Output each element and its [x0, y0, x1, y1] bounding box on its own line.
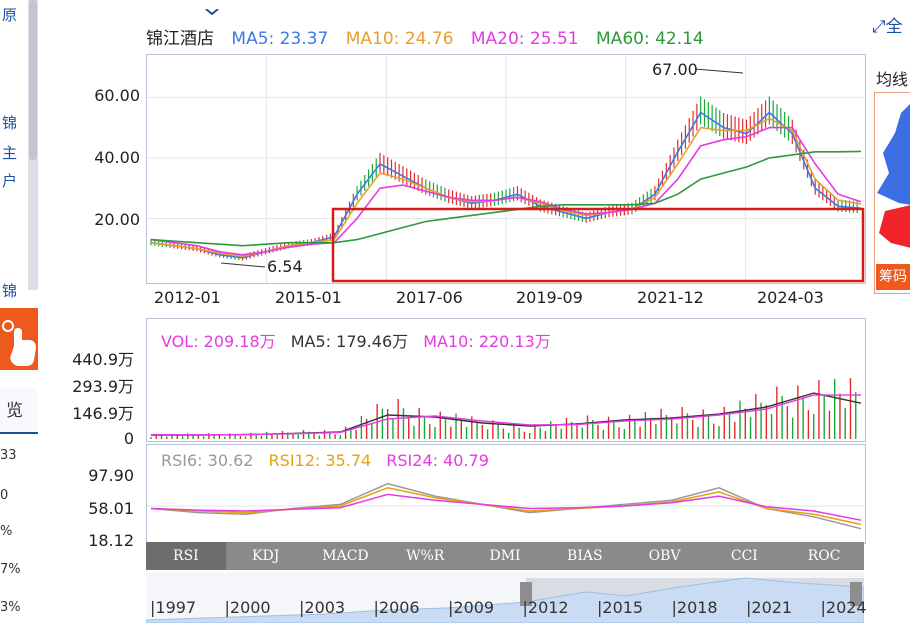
navigator-handle-right	[850, 582, 862, 606]
fullscreen-button[interactable]: ⤢全	[872, 12, 903, 37]
rsi-y-tick: 18.12	[88, 531, 134, 550]
navigator-handle-left	[520, 582, 532, 606]
ma-line-label[interactable]: 均线	[876, 70, 909, 89]
price-x-tick: 2024-03	[757, 288, 824, 307]
side-number-2: 0	[0, 488, 9, 503]
legend-vol-ma10: MA10: 220.13万	[423, 332, 551, 351]
tab-cci[interactable]: CCI	[730, 548, 758, 564]
tab-wr[interactable]: W%R	[406, 548, 445, 564]
navigator-year: |2003	[299, 598, 346, 617]
volume-line-ma10	[150, 394, 861, 436]
tab-kdj[interactable]: KDJ	[252, 548, 280, 564]
volume-chart-panel[interactable]: VOL: 209.18万 MA5: 179.46万 MA10: 220.13万	[146, 318, 866, 442]
chip-label[interactable]: 筹码	[876, 264, 910, 290]
stock-name: 锦江酒店	[146, 29, 214, 49]
chevron-down-icon[interactable]	[205, 0, 219, 16]
rsi-line-rsi12	[150, 487, 862, 526]
tab-dmi[interactable]: DMI	[489, 548, 521, 564]
legend-ma60: MA60: 42.14	[596, 29, 704, 49]
navigator-year: |2015	[597, 598, 644, 617]
navigator-year-row: |1997 |2000 |2003 |2006 |2009 |2012 |2015 |2018…	[146, 598, 867, 620]
navigator-year: |2024	[820, 598, 867, 617]
navigator-year: |2009	[448, 598, 495, 617]
rsi-chart[interactable]	[147, 445, 865, 543]
price-x-tick: 2017-06	[396, 288, 463, 307]
left-fragment-2[interactable]: 锦	[2, 114, 18, 132]
annotation-high-arrow	[694, 68, 744, 74]
chip-distribution-panel[interactable]	[874, 92, 910, 294]
legend-rsi24: RSI24: 40.79	[386, 451, 489, 470]
vol-y-tick: 293.9万	[72, 377, 134, 396]
annotation-low-label: 6.54	[267, 257, 303, 276]
side-number-1: 33	[0, 448, 17, 463]
legend-rsi6: RSI6: 30.62	[161, 451, 254, 470]
rsi-y-tick: 97.90	[88, 466, 134, 485]
side-number-4: 7%	[0, 562, 21, 577]
volume-legend: VOL: 209.18万 MA5: 179.46万 MA10: 220.13万	[161, 328, 551, 352]
rsi-chart-panel[interactable]: RSI6: 30.62 RSI12: 35.74 RSI24: 40.79	[146, 444, 866, 544]
rsi-legend: RSI6: 30.62 RSI12: 35.74 RSI24: 40.79	[161, 451, 489, 470]
navigator-year: |2021	[746, 598, 793, 617]
legend-vol-ma5: MA5: 179.46万	[290, 332, 409, 351]
tab-rsi[interactable]: RSI	[146, 542, 226, 570]
volume-chart[interactable]	[147, 319, 865, 441]
series-line-ma60	[150, 150, 862, 247]
overview-tab-label: 览	[6, 401, 23, 421]
legend-rsi12: RSI12: 35.74	[268, 451, 372, 470]
left-scrollbar-thumb[interactable]	[29, 0, 37, 160]
left-fragment-3[interactable]: 主	[2, 144, 18, 162]
tab-obv[interactable]: OBV	[648, 548, 681, 564]
navigator-year: |2012	[522, 598, 569, 617]
tab-roc[interactable]: ROC	[807, 548, 841, 564]
series-line-ma20	[150, 126, 862, 256]
chip-distribution-chart	[877, 104, 910, 248]
price-y-tick: 20.00	[94, 210, 140, 229]
price-y-tick: 40.00	[94, 148, 140, 167]
vol-y-tick: 440.9万	[72, 350, 134, 369]
legend-vol: VOL: 209.18万	[161, 332, 276, 351]
vol-y-tick: 146.9万	[72, 404, 134, 423]
vol-y-tick: 0	[123, 429, 134, 448]
legend-ma5: MA5: 23.37	[231, 29, 329, 49]
annotation-high-label: 67.00	[652, 60, 698, 79]
navigator-year: |2018	[671, 598, 718, 617]
rsi-y-tick: 58.01	[88, 499, 134, 518]
time-navigator[interactable]	[145, 572, 865, 624]
rsi-line-rsi24	[150, 493, 862, 521]
tab-macd[interactable]: MACD	[322, 548, 369, 564]
expand-icon: ⤢	[872, 17, 886, 37]
price-chart-panel[interactable]: 67.00 6.54	[146, 54, 866, 284]
side-number-5: 3%	[0, 600, 21, 615]
price-x-tick: 2012-01	[154, 288, 221, 307]
annotation-low-arrow	[220, 262, 266, 268]
highlight-box	[331, 207, 865, 283]
price-x-tick: 2021-12	[637, 288, 704, 307]
left-fragment-1: 原	[2, 6, 18, 24]
legend-ma10: MA10: 24.76	[345, 29, 454, 49]
left-fragment-5[interactable]: 锦	[2, 282, 18, 300]
navigator-chart[interactable]	[145, 572, 865, 624]
navigator-year: |2006	[373, 598, 420, 617]
legend-ma20: MA20: 25.51	[470, 29, 579, 49]
price-chart[interactable]: 67.00 6.54	[147, 55, 865, 283]
side-number-3: %	[0, 524, 13, 539]
left-fragment-4[interactable]: 户	[2, 172, 18, 190]
tab-bias[interactable]: BIAS	[567, 548, 603, 564]
price-x-tick: 2019-09	[516, 288, 583, 307]
indicator-tab-bar: RSI KDJ MACD W%R DMI BIAS OBV CCI ROC	[146, 542, 864, 570]
hand-pointer-icon[interactable]	[0, 308, 38, 370]
navigator-year: |2000	[224, 598, 271, 617]
main-chart-legend: 锦江酒店 MA5: 23.37 MA10: 24.76 MA20: 25.51 …	[146, 24, 704, 49]
price-y-tick: 60.00	[94, 86, 140, 105]
navigator-year: |1997	[150, 598, 197, 617]
price-x-tick: 2015-01	[275, 288, 342, 307]
volume-line-ma5	[151, 392, 862, 436]
overview-tab[interactable]: 览	[0, 388, 38, 434]
fullscreen-label: 全	[885, 17, 903, 37]
